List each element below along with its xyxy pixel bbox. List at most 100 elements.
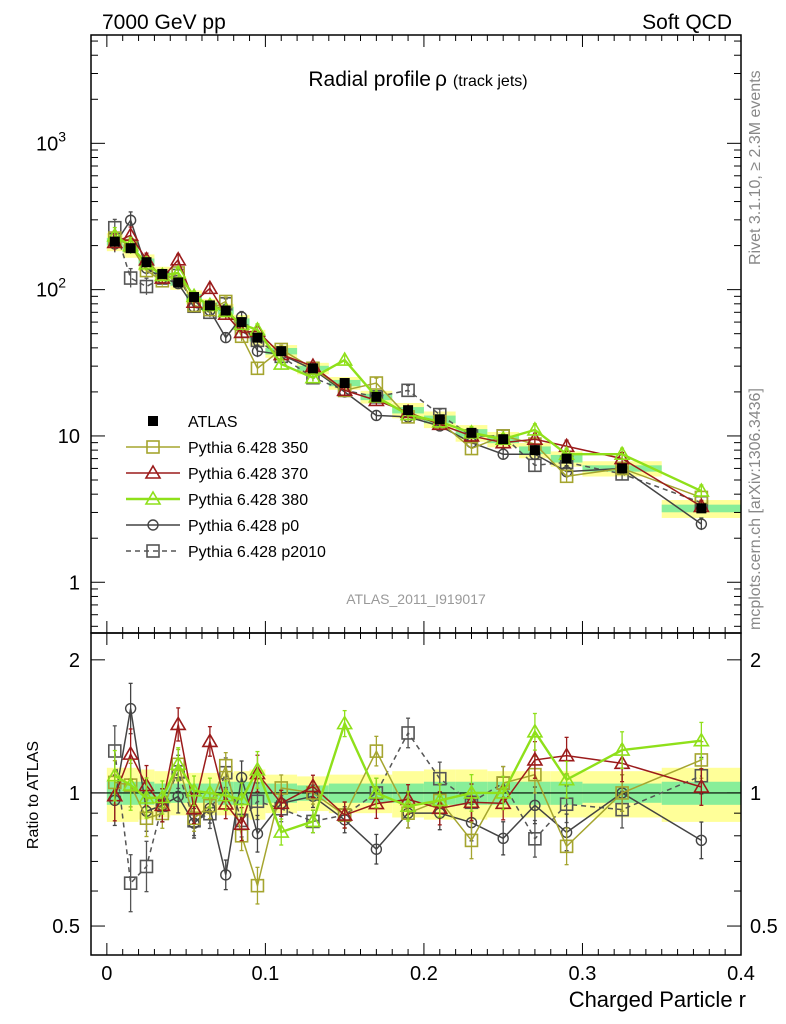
data-point-atlas [434,414,445,425]
data-point-pythia-6-428-370 [201,279,219,295]
ratio-point-pythia-6-428-380 [558,771,576,786]
data-point-atlas [252,332,263,343]
ratio-y-tick-label: 1 [69,783,80,805]
data-point-pythia-6-428-370 [526,430,544,446]
ratio-point-pythia-6-428-370 [272,794,290,810]
data-point-pythia-6-428-p2010 [123,271,138,285]
ratio-point-pythia-6-428-p2010 [528,832,542,846]
data-point-pythia-6-428-370 [336,381,354,397]
legend-label-pythia-6-428-380: Pythia 6.428 380 [188,492,308,509]
series-line-pythia-6-428-350 [114,237,702,499]
ratio-y-tick-label-right: 1 [750,783,761,805]
data-point-pythia-6-428-p0 [124,214,137,226]
ratio-frame [90,632,742,956]
main-panel: 1 10 102 103 Radial profile ρ (track jets) AT… [36,34,742,634]
ratio-point-pythia-6-428-380 [185,782,203,797]
ratio-point-pythia-6-428-p0 [370,843,383,855]
data-point-atlas [125,243,136,254]
ratio-point-pythia-6-428-370 [122,745,140,760]
legend-label-atlas: ATLAS [188,414,238,431]
y-tick-label: 10 [58,426,80,448]
data-point-pythia-6-428-380 [613,445,631,461]
ratio-point-pythia-6-428-p2010 [250,794,265,809]
site-label: mcplots.cern.ch [arXiv:1306.3436] [747,388,764,630]
series-line-pythia-6-428-370 [114,234,702,508]
ratio-line-pythia-6-428-370 [114,724,702,826]
ratio-point-pythia-6-428-p0 [172,790,184,803]
data-point-atlas [236,317,247,328]
data-point-pythia-6-428-380 [526,421,544,436]
ratio-point-pythia-6-428-370 [185,800,203,815]
header-left: 7000 GeV pp [102,11,226,34]
ratio-point-pythia-6-428-p2010 [401,726,415,740]
ratio-point-pythia-6-428-350 [250,878,265,893]
ratio-line-pythia-6-428-380 [114,720,702,834]
data-point-atlas [617,463,628,474]
y-tick-label: 1 [69,572,80,594]
ratio-y-label: Ratio to ATLAS [25,741,42,849]
y-tick-label: 103 [36,128,66,155]
data-point-pythia-6-428-p0 [497,448,509,460]
data-point-atlas [307,363,318,374]
x-tick-label: 0.1 [251,963,279,985]
ratio-point-pythia-6-428-380 [336,715,354,730]
chart-title: Radial profile ρ (track jets) [308,68,527,91]
side-rivet-label: Rivet 3.1.10, ≥ 2.3M events [747,70,764,265]
ratio-point-pythia-6-428-p2010 [139,859,154,874]
x-tick-label: 0.4 [727,963,755,985]
ratio-line-pythia-6-428-350 [114,749,702,889]
legend-label-pythia-6-428-p2010: Pythia 6.428 p2010 [188,544,326,561]
ratio-point-pythia-6-428-380 [399,797,417,812]
ratio-point-pythia-6-428-350 [615,786,629,800]
data-point-atlas [276,346,287,357]
data-point-pythia-6-428-380 [304,369,322,384]
ratio-point-pythia-6-428-380 [463,784,480,799]
legend-marker-pythia-6-428-p2010 [146,544,160,558]
legend: ATLAS Pythia 6.428 350 Pythia 6.428 370 Pyt… [126,414,326,561]
ratio-point-pythia-6-428-p0 [497,832,509,845]
ratio-point-pythia-6-428-p0 [529,799,541,812]
data-point-atlas [403,405,414,416]
data-point-atlas [109,236,120,247]
ratio-y-tick-label: 2 [69,650,80,672]
ratio-point-pythia-6-428-p0 [124,702,137,715]
ratio-point-pythia-6-428-380 [692,732,710,747]
data-point-atlas [696,503,707,514]
analysis-label: ATLAS_2011_I919017 [346,591,486,607]
data-point-atlas [141,257,152,268]
legend-label-pythia-6-428-350: Pythia 6.428 350 [188,440,308,457]
ratio-point-pythia-6-428-p0 [220,869,232,881]
ratio-point-pythia-6-428-370 [169,715,187,731]
ratio-point-pythia-6-428-380 [122,776,140,791]
x-tick-label: 0.2 [410,963,438,985]
x-tick-label: 0.3 [569,963,597,985]
ratio-point-pythia-6-428-380 [138,789,155,804]
y-tick-label: 102 [36,275,66,302]
ratio-point-pythia-6-428-370 [558,747,576,762]
ratio-y-tick-label-right: 0.5 [750,916,778,938]
data-point-atlas [498,434,509,445]
ratio-point-pythia-6-428-380 [106,767,124,782]
legend-marker-pythia-6-428-380 [144,490,162,505]
data-point-atlas [173,277,184,288]
rivet-label: Rivet 3.1.10, ≥ 2.3M events [747,70,764,265]
header-right: Soft QCD [642,11,732,34]
ratio-y-label-text: Ratio to ATLAS [25,741,42,849]
ratio-point-pythia-6-428-380 [431,791,449,807]
series-line-pythia-6-428-p2010 [114,227,702,504]
ratio-point-pythia-6-428-370 [336,806,354,821]
legend-marker-pythia-6-428-370 [144,464,162,479]
ratio-point-pythia-6-428-350 [218,758,233,773]
ratio-point-pythia-6-428-380 [249,761,266,776]
data-point-pythia-6-428-370 [233,323,251,339]
data-point-atlas [529,445,540,456]
data-point-atlas [371,391,382,402]
legend-label-pythia-6-428-370: Pythia 6.428 370 [188,466,308,483]
legend-label-pythia-6-428-p0: Pythia 6.428 p0 [188,518,299,535]
ratio-point-pythia-6-428-380 [201,784,219,799]
x-tick-label: 0 [101,963,112,985]
ratio-point-pythia-6-428-380 [494,784,512,799]
data-point-atlas [204,300,215,311]
ratio-point-pythia-6-428-380 [272,823,290,838]
